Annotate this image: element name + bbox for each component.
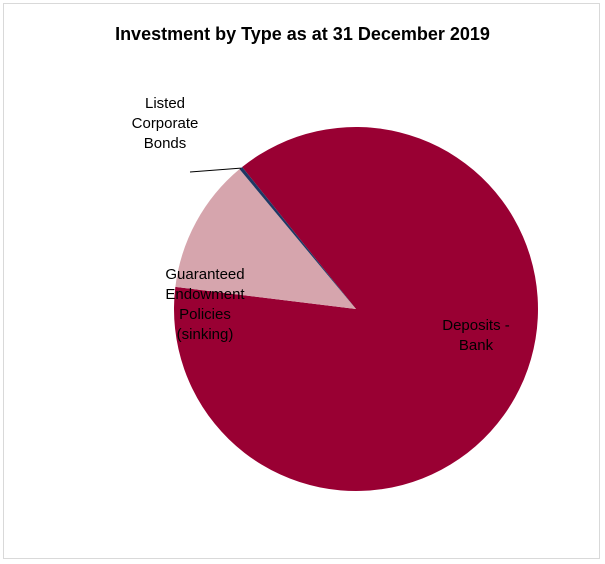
pie-slice bbox=[174, 127, 538, 492]
pie-slice bbox=[239, 167, 356, 309]
slice-label: Deposits -Bank bbox=[442, 317, 510, 354]
pie-slice bbox=[175, 169, 356, 309]
slice-label: Listed Corporate Bonds bbox=[132, 95, 199, 152]
chart-title: Investment by Type as at 31 December 201… bbox=[115, 24, 490, 44]
slice-label: Guaranteed Endowment Policies (sinking) bbox=[165, 266, 245, 343]
leader-line bbox=[189, 167, 241, 173]
